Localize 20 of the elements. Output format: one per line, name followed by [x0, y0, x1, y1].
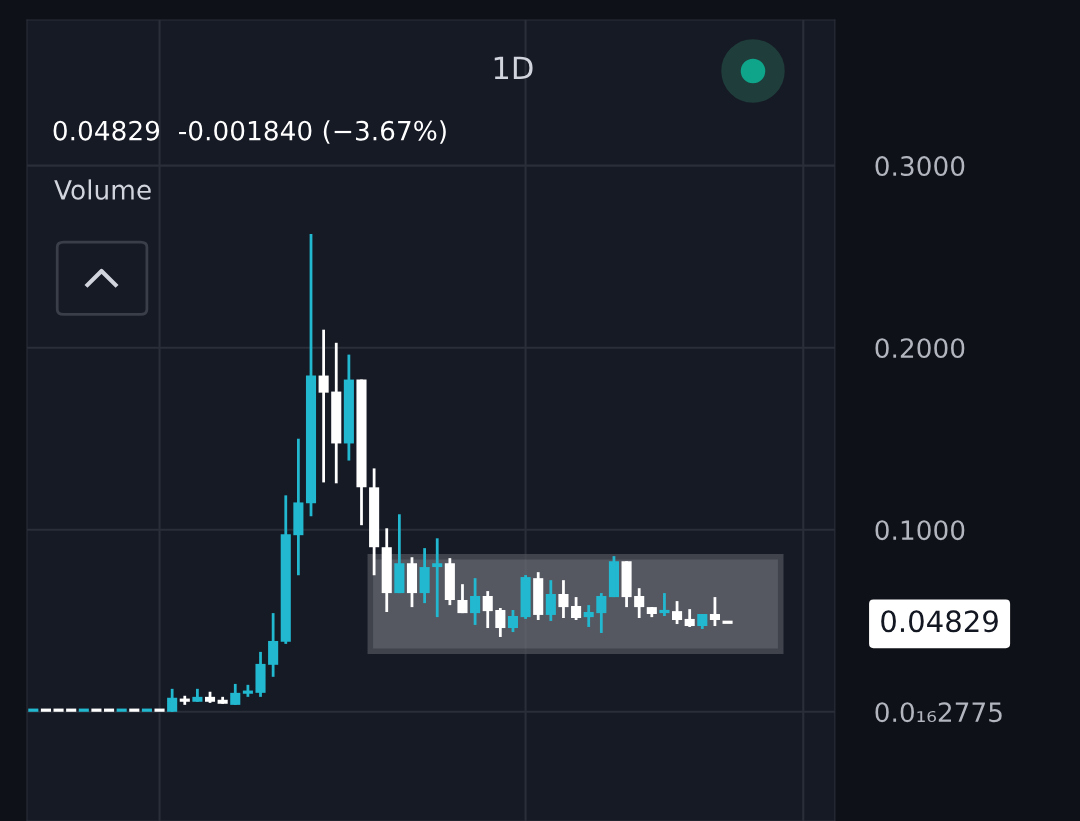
- candlestick: [129, 708, 140, 712]
- y-tick-label: 0.3000: [875, 156, 965, 177]
- y-tick-label: 0.1000: [875, 520, 965, 541]
- annotation: Volume: [54, 179, 151, 200]
- text: 1D: [494, 56, 533, 80]
- annotation: 0.04829 -0.001840 (−3.67%): [53, 120, 446, 144]
- candlestick: [91, 708, 102, 712]
- y-tick-label: 0.0₁₆2775: [875, 702, 1002, 723]
- candlestick: [28, 708, 39, 712]
- candlestick: [66, 708, 77, 712]
- candlestick: [116, 708, 127, 712]
- candlestick: [40, 708, 51, 712]
- candlestick: [53, 708, 64, 712]
- candlestick: [141, 708, 152, 712]
- candlestick: [722, 620, 733, 624]
- text: 0.04829: [881, 610, 998, 633]
- candlestick: [78, 708, 89, 712]
- y-tick-label: 0.2000: [875, 338, 965, 359]
- candlestick: [154, 708, 165, 712]
- candlestick: [104, 708, 115, 712]
